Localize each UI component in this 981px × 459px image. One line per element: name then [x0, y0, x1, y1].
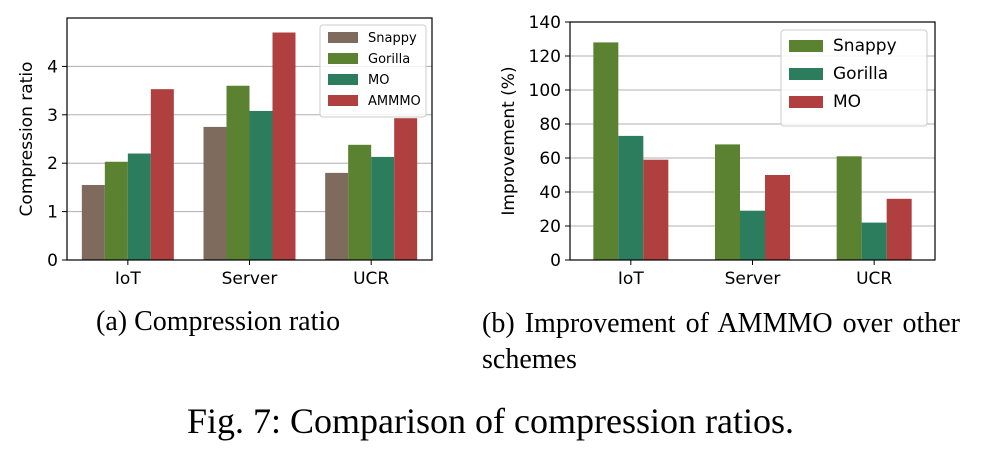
caption-a: (a) Compression ratio	[96, 306, 341, 337]
y-axis-label: Compression ratio	[17, 62, 37, 217]
bar-mo-iot	[643, 159, 669, 260]
y-tick-label: 3	[47, 106, 58, 126]
y-tick-label: 2	[47, 154, 58, 174]
bar-mo-ucr	[886, 198, 912, 260]
y-tick-label: 100	[529, 81, 561, 101]
x-tick-label-server: Server	[725, 269, 781, 289]
bar-ammmo-ucr	[394, 118, 418, 260]
legend-label-mo: MO	[833, 92, 861, 112]
y-tick-label: 4	[47, 57, 58, 77]
y-tick-label: 0	[550, 251, 561, 271]
chart-improvement: 0 20 40 60 80 100 120 140 IoT Server UCR Improvemen…	[499, 13, 936, 289]
figure-caption: Fig. 7: Comparison of compression ratios…	[187, 401, 794, 441]
legend-label-snappy: Snappy	[833, 36, 897, 56]
legend-swatch-mo	[328, 74, 358, 85]
x-tick-label-ucr: UCR	[353, 269, 389, 289]
legend-label-gorilla: Gorilla	[368, 52, 410, 67]
y-tick-label: 20	[539, 217, 561, 237]
legend-box	[319, 24, 427, 118]
bar-gorilla-server	[226, 85, 250, 260]
x-tick-label-ucr: UCR	[856, 269, 892, 289]
bar-gorilla-server	[740, 210, 765, 260]
legend-label-ammmo: AMMMO	[368, 94, 421, 109]
bar-gorilla-iot	[618, 135, 644, 260]
chart-compression-ratio: 0 1 2 3 4 IoT Server UCR Compression ratio Snappy…	[17, 17, 433, 289]
plot-frame	[569, 21, 936, 261]
legend-swatch-ammmo	[328, 95, 358, 106]
legend-swatch-snappy	[328, 32, 358, 43]
legend-swatch-gorilla	[789, 68, 823, 80]
x-tick-label-server: Server	[222, 269, 278, 289]
bar-gorilla-ucr	[861, 222, 887, 260]
y-tick-label: 0	[47, 251, 58, 271]
legend-label-mo: MO	[368, 73, 389, 88]
bar-gorilla-ucr	[348, 144, 372, 260]
legend-label-snappy: Snappy	[368, 31, 417, 46]
bar-snappy-ucr	[325, 172, 349, 260]
plot-frame	[66, 17, 433, 261]
legend: Snappy Gorilla MO	[780, 29, 928, 127]
bar-mo-server	[249, 110, 273, 260]
bar-ammmo-server	[272, 32, 296, 260]
y-tick-label: 1	[47, 203, 58, 223]
legend-swatch-gorilla	[328, 53, 358, 64]
bar-mo-iot	[127, 153, 151, 260]
bar-snappy-server	[203, 126, 227, 261]
y-tick-label: 120	[529, 47, 561, 67]
x-tick-label-iot: IoT	[618, 269, 644, 289]
legend: Snappy Gorilla MO AMMMO	[319, 24, 427, 118]
bar-mo-server	[765, 175, 790, 260]
legend-label-gorilla: Gorilla	[833, 64, 888, 84]
bar-mo-ucr	[371, 156, 395, 260]
legend-swatch-snappy	[789, 40, 823, 52]
bar-snappy-iot	[81, 184, 105, 260]
bar-snappy-server	[715, 144, 740, 260]
caption-b: (b) Improvement of AMMMO over other sche…	[482, 308, 960, 375]
bar-snappy-iot	[593, 42, 619, 261]
y-tick-label: 80	[539, 115, 561, 135]
x-tick-label-iot: IoT	[115, 269, 141, 289]
y-axis-label: Improvement (%)	[499, 66, 519, 215]
y-tick-label: 60	[539, 149, 561, 169]
y-tick-label: 40	[539, 183, 561, 203]
y-tick-label: 140	[529, 13, 561, 33]
legend-swatch-mo	[789, 96, 823, 108]
bar-ammmo-iot	[150, 89, 174, 260]
bar-gorilla-iot	[104, 161, 128, 260]
bar-snappy-ucr	[836, 156, 862, 260]
